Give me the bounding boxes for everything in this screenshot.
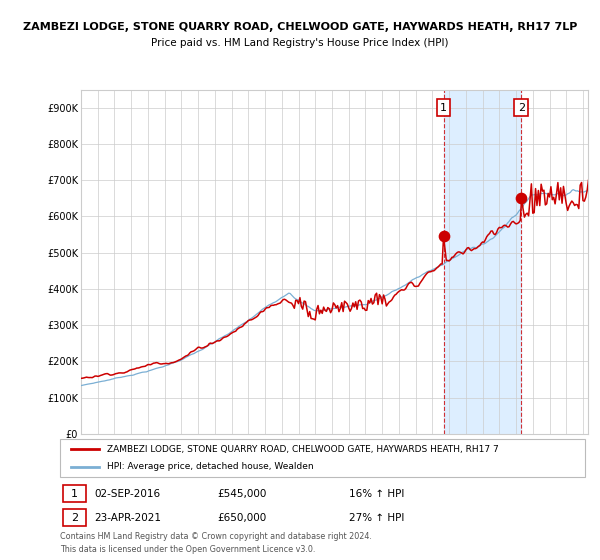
Text: 27% ↑ HPI: 27% ↑ HPI <box>349 514 404 524</box>
Text: ZAMBEZI LODGE, STONE QUARRY ROAD, CHELWOOD GATE, HAYWARDS HEATH, RH17 7: ZAMBEZI LODGE, STONE QUARRY ROAD, CHELWO… <box>107 445 499 454</box>
Text: 16% ↑ HPI: 16% ↑ HPI <box>349 489 404 499</box>
FancyBboxPatch shape <box>60 439 585 477</box>
Text: 2: 2 <box>71 514 78 524</box>
Bar <box>443 90 521 434</box>
Text: 02-SEP-2016: 02-SEP-2016 <box>94 489 160 499</box>
Text: ZAMBEZI LODGE, STONE QUARRY ROAD, CHELWOOD GATE, HAYWARDS HEATH, RH17 7LP: ZAMBEZI LODGE, STONE QUARRY ROAD, CHELWO… <box>23 22 577 32</box>
Point <box>439 232 448 241</box>
Text: HPI: Average price, detached house, Wealden: HPI: Average price, detached house, Weal… <box>107 463 314 472</box>
Text: 23-APR-2021: 23-APR-2021 <box>94 514 161 524</box>
Text: 1: 1 <box>71 489 78 499</box>
Text: Price paid vs. HM Land Registry's House Price Index (HPI): Price paid vs. HM Land Registry's House … <box>151 38 449 48</box>
Text: £650,000: £650,000 <box>218 514 267 524</box>
Text: 1: 1 <box>440 102 447 113</box>
FancyBboxPatch shape <box>62 509 86 526</box>
Text: 2: 2 <box>518 102 525 113</box>
FancyBboxPatch shape <box>62 485 86 502</box>
Point <box>517 194 526 203</box>
Text: Contains HM Land Registry data © Crown copyright and database right 2024.
This d: Contains HM Land Registry data © Crown c… <box>60 532 372 553</box>
Text: £545,000: £545,000 <box>218 489 267 499</box>
